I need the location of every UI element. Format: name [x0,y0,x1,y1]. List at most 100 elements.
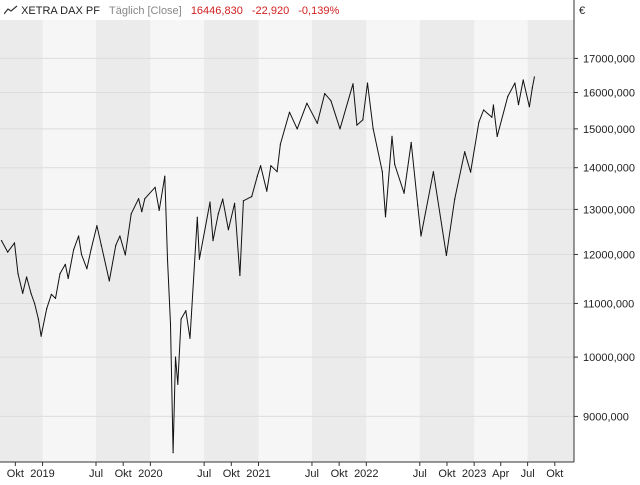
data-point [189,337,191,339]
data-point [394,163,396,166]
data-point [40,335,42,337]
x-tick-label: 2023 [462,468,486,480]
data-point [420,235,422,237]
data-point [174,356,177,358]
y-tick-label: 9000,000 [583,411,629,423]
x-tick-label: Jul [521,468,535,480]
data-point [100,244,102,246]
data-point [492,104,494,106]
data-point [316,122,318,124]
change-value: -22,920 [251,5,290,17]
x-tick-label: Apr [492,468,509,480]
x-tick-label: Okt [546,468,563,480]
change-percent: -0,139% [298,5,340,17]
data-point [483,109,485,111]
time-band [0,20,43,462]
data-point [64,263,66,265]
data-point [432,171,434,173]
data-point [119,235,121,237]
data-point [372,127,374,130]
x-tick-label: 2019 [30,468,54,480]
time-band [527,20,574,462]
y-tick-label: 12000,000 [583,249,635,261]
data-point [73,249,75,251]
data-point [222,198,224,200]
currency-label: € [579,5,586,17]
data-point [496,135,498,137]
data-point [242,200,244,202]
data-point [464,151,466,153]
x-tick-label: Jul [413,468,427,480]
last-value: 16446,830 [190,5,243,17]
time-band [311,20,367,462]
x-tick-label: 2022 [354,468,378,480]
data-point [78,235,80,237]
data-point [384,216,387,218]
time-band [204,20,259,462]
data-point [158,209,160,211]
price-line [1,76,535,454]
data-point [514,82,516,84]
x-tick-label: Okt [115,468,132,480]
y-tick-label: 11000,000 [583,298,634,310]
data-point [0,240,3,242]
data-point [67,277,69,279]
time-band [474,20,528,462]
data-point [306,102,308,104]
data-point [533,76,536,78]
data-point [296,128,298,130]
x-tick-label: Jul [197,468,211,480]
data-point [212,240,214,242]
data-point [522,79,524,81]
chart-legend: XETRA DAX PF Täglich [Close] 16446,830 -… [4,3,339,19]
data-point [330,100,332,102]
data-point [17,273,19,275]
data-point [185,310,187,312]
y-tick-label: 10000,000 [583,352,635,364]
data-point [478,121,480,123]
data-point [80,253,83,256]
data-point [266,190,268,192]
data-point [362,119,364,121]
data-point [90,249,92,251]
data-point [270,165,272,167]
data-point [339,128,341,130]
data-point [108,280,110,282]
data-point [352,83,354,85]
time-band [42,20,97,462]
data-point [22,292,24,294]
data-point [403,192,405,194]
x-tick-label: 2021 [246,468,270,480]
data-point [454,198,456,200]
time-band [96,20,151,462]
data-point [288,111,291,113]
data-point [164,175,166,177]
time-band [366,20,420,462]
y-tick-label: 13000,000 [583,204,635,216]
data-point [37,318,40,320]
data-point [276,171,278,173]
data-point [172,452,174,454]
data-point [96,225,98,227]
data-point [445,254,447,256]
data-point [279,143,281,145]
data-point [356,124,358,126]
data-point [227,229,229,231]
y-tick-label: 16000,000 [583,88,635,100]
data-point [124,254,126,256]
x-tick-label: Okt [223,468,240,480]
data-point [256,175,258,177]
data-point [491,116,493,118]
data-point [366,82,369,84]
data-point [251,196,253,198]
data-point [115,244,117,246]
data-point [217,213,219,215]
time-band [150,20,205,462]
time-band [419,20,475,462]
data-point [86,268,88,270]
data-point [417,204,419,206]
x-tick-label: Okt [438,468,455,480]
data-point [141,211,143,213]
